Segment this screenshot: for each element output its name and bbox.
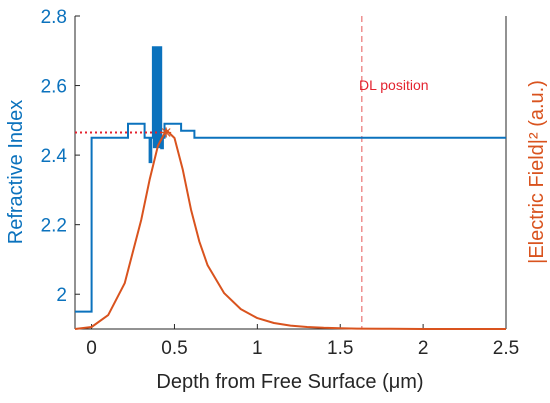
marks-group xyxy=(74,16,506,330)
x-tick-label-2: 1 xyxy=(252,338,263,359)
y-tick-label-3: 2.6 xyxy=(41,77,67,98)
y-tick-label-0: 2 xyxy=(56,285,67,306)
x-tick-label-0: 0 xyxy=(86,338,97,359)
y-tick-label-2: 2.4 xyxy=(41,146,68,167)
x-tick-label-5: 2.5 xyxy=(493,338,519,359)
annotation-dl-position: DL position xyxy=(359,77,429,93)
y-tick-label-4: 2.8 xyxy=(41,7,67,28)
plot-frame xyxy=(74,16,507,330)
electric-field-series xyxy=(74,129,506,330)
reference-star-marker xyxy=(161,127,172,138)
refractive-index-series xyxy=(75,46,506,313)
x-axis-label: Depth from Free Surface (μm) xyxy=(156,371,423,393)
y-axis-label-right: |Electric Field|² (a.u.) xyxy=(526,80,548,264)
ticks-group: 2 2.2 2.4 2.6 2.8 0 0.5 1 1.5 2 2.5 xyxy=(41,7,520,359)
star-stroke-3 xyxy=(161,128,171,137)
y-axis-label-left: Refractive Index xyxy=(5,100,27,245)
x-tick-label-4: 2 xyxy=(418,338,429,359)
refractive-index-dense-bar xyxy=(152,47,162,149)
x-tick-label-1: 0.5 xyxy=(161,338,187,359)
x-tick-label-3: 1.5 xyxy=(327,338,353,359)
y-tick-label-1: 2.2 xyxy=(41,216,67,237)
